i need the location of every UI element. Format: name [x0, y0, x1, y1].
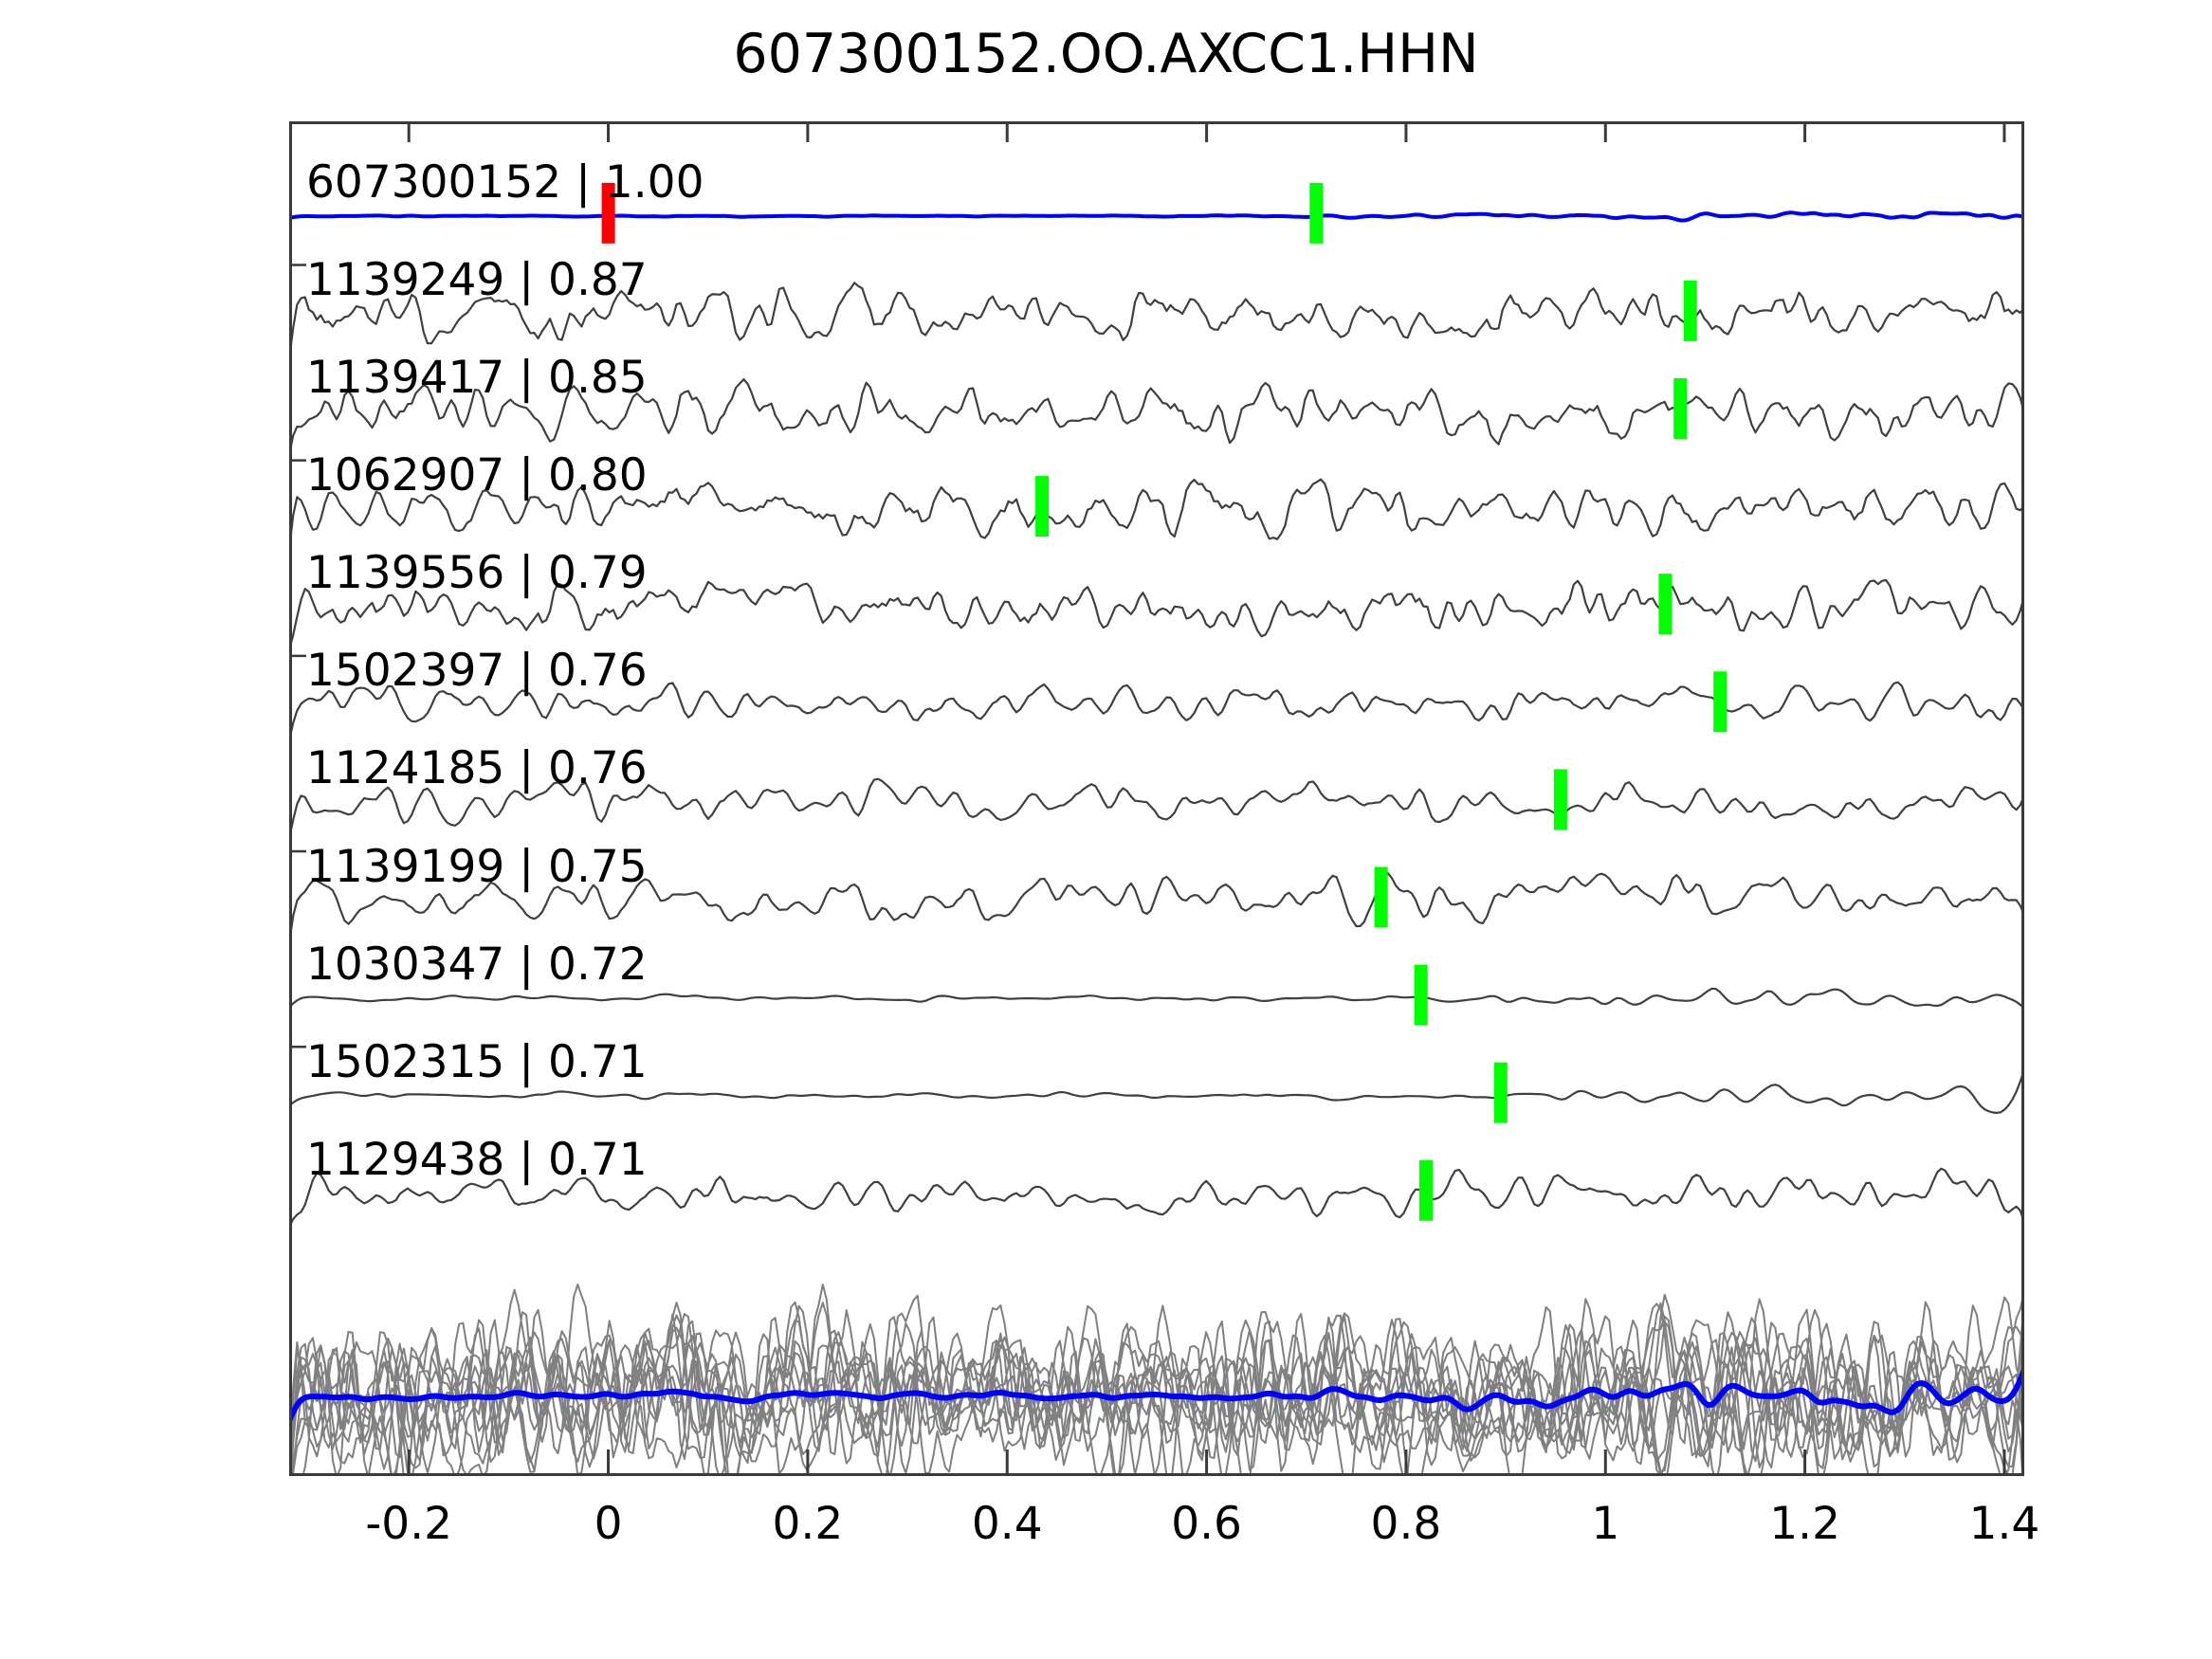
stack-overlay-trace: [289, 1294, 2024, 1476]
stack-overlay-trace: [289, 1296, 2024, 1476]
template-pick-marker: [601, 182, 615, 244]
x-tick-label: 0.8: [1370, 1498, 1442, 1550]
stack-overlay-trace: [289, 1284, 2024, 1476]
waveform-canvas: [289, 121, 2024, 1476]
trace-label-1030347: 1030347 | 0.72: [306, 938, 648, 991]
waveform-trace: [289, 378, 2024, 455]
stack-overlay-trace: [289, 1284, 2024, 1476]
x-tick-label: 0.6: [1171, 1498, 1242, 1550]
x-tick-label: 0.4: [971, 1498, 1043, 1550]
stack-overlay-trace: [290, 1303, 2024, 1476]
trace-label-1129438: 1129438 | 0.71: [306, 1133, 648, 1186]
stack-overlay-trace: [289, 1284, 2024, 1476]
waveform-trace: [289, 681, 2024, 741]
trace-label-1502397: 1502397 | 0.76: [306, 645, 648, 698]
pick-marker: [1683, 281, 1697, 341]
pick-marker: [1419, 1159, 1433, 1221]
trace-label-1502315: 1502315 | 0.71: [306, 1035, 648, 1088]
waveform-trace: [289, 987, 2024, 1010]
page-title: 607300152.OO.AXCC1.HHN: [733, 23, 1479, 85]
waveform-trace: [289, 478, 2024, 551]
trace-label-1139556: 1139556 | 0.79: [306, 547, 648, 600]
waveform-trace: [289, 777, 2024, 839]
x-tick-label: 1: [1591, 1498, 1620, 1550]
pick-marker: [1553, 769, 1567, 830]
pick-marker: [1658, 574, 1673, 635]
waveform-trace: [289, 1069, 2024, 1114]
x-tick-label: 1.4: [1968, 1498, 2040, 1550]
trace-label-1139249: 1139249 | 0.87: [306, 254, 648, 306]
x-tick-label: 0.2: [772, 1498, 844, 1550]
waveform-trace: [289, 578, 2024, 650]
trace-label-1139417: 1139417 | 0.85: [306, 352, 648, 405]
stack-mean-trace: [289, 1368, 2024, 1422]
pick-marker: [1035, 476, 1050, 537]
pick-marker: [1493, 1062, 1508, 1123]
waveform-trace: [289, 1167, 2024, 1228]
trace-label-1124185: 1124185 | 0.76: [306, 742, 648, 795]
waveform-plot: 607300152 | 1.00 1139249 | 0.87 1139417 | …: [289, 121, 2024, 1476]
pick-marker: [1713, 671, 1728, 733]
pick-marker: [1414, 964, 1428, 1026]
trace-label-1139199: 1139199 | 0.75: [306, 840, 648, 893]
pick-marker: [1374, 866, 1388, 928]
trace-label-1062907: 1062907 | 0.80: [306, 449, 648, 502]
x-tick-label: 1.2: [1769, 1498, 1840, 1550]
waveform-trace: [289, 872, 2024, 943]
pick-marker: [1309, 182, 1324, 244]
x-tick-label: -0.2: [365, 1498, 453, 1550]
x-tick-label: 0: [594, 1498, 623, 1550]
trace-label-607300152: 607300152 | 1.00: [306, 155, 704, 209]
pick-marker: [1673, 378, 1688, 439]
waveform-trace: [289, 282, 2024, 359]
waveform-trace: [289, 210, 2024, 223]
x-axis-tick-labels: -0.2 0 0.2 0.4 0.6 0.8 1 1.2 1.4: [289, 1498, 2039, 1555]
